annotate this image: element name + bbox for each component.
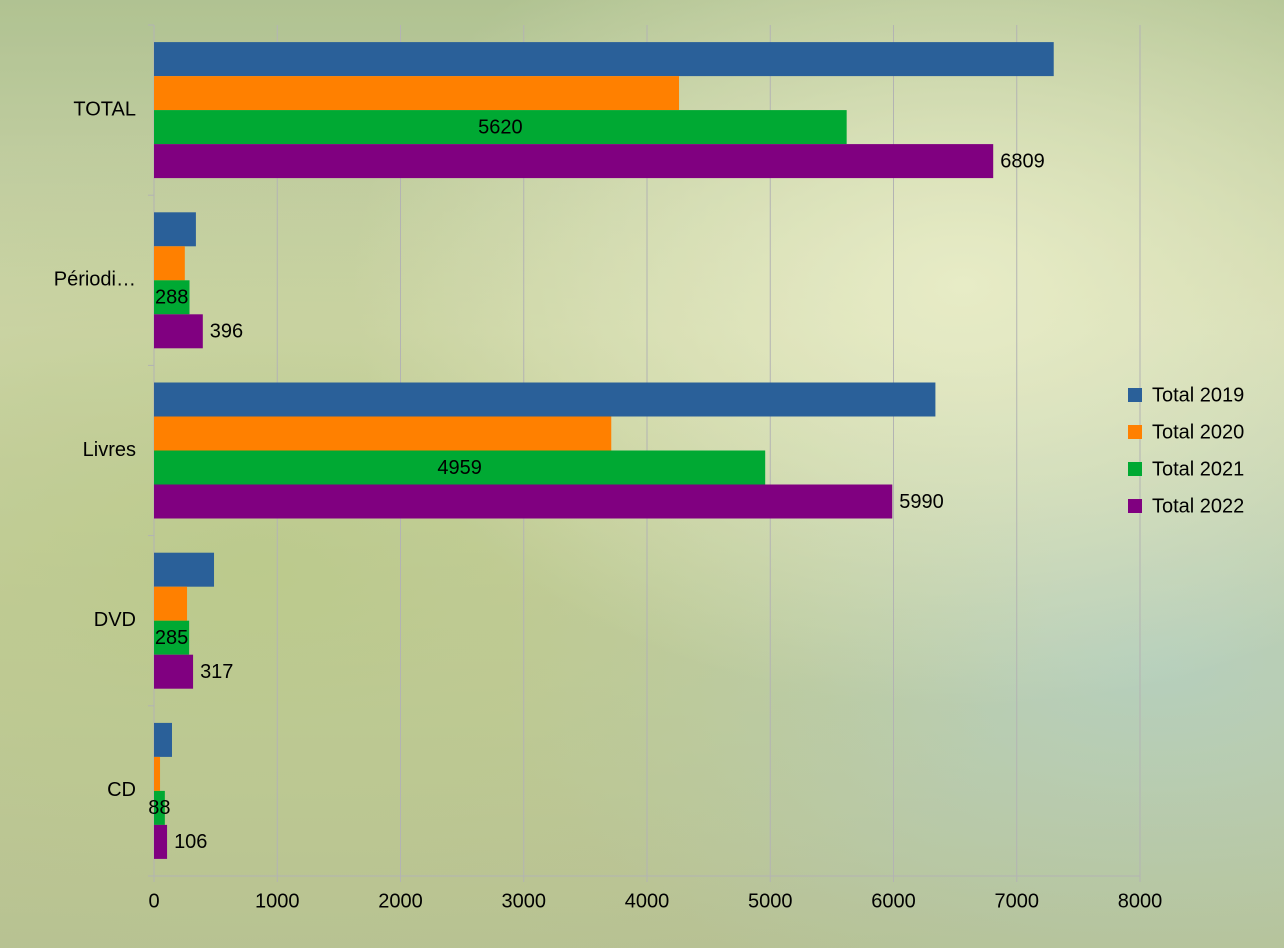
legend-label: Total 2021 bbox=[1152, 458, 1244, 480]
x-tick-label: 6000 bbox=[871, 890, 916, 912]
bar bbox=[154, 722, 172, 757]
data-label: 5990 bbox=[899, 491, 944, 513]
legend-swatch bbox=[1128, 499, 1142, 513]
legend-label: Total 2019 bbox=[1152, 384, 1244, 406]
x-tick-label: 0 bbox=[148, 890, 159, 912]
data-label: 317 bbox=[200, 661, 233, 683]
bar bbox=[154, 824, 168, 859]
bar bbox=[154, 484, 893, 519]
data-label: 106 bbox=[174, 831, 207, 853]
x-tick-label: 7000 bbox=[995, 890, 1040, 912]
x-tick-label: 8000 bbox=[1118, 890, 1163, 912]
y-tick-label: Livres bbox=[83, 439, 136, 461]
bar bbox=[154, 790, 165, 825]
legend-swatch bbox=[1128, 425, 1142, 439]
y-tick-label: Périodi… bbox=[54, 269, 136, 291]
data-label: 6809 bbox=[1000, 150, 1045, 172]
bar bbox=[154, 756, 161, 791]
data-label: 5620 bbox=[478, 116, 523, 138]
legend-label: Total 2022 bbox=[1152, 495, 1244, 517]
x-tick-label: 2000 bbox=[378, 890, 423, 912]
data-label: 288 bbox=[155, 287, 188, 309]
x-tick-label: 3000 bbox=[502, 890, 547, 912]
bar bbox=[154, 280, 190, 315]
bar bbox=[154, 552, 215, 587]
bar bbox=[154, 314, 203, 349]
data-label: 4959 bbox=[437, 457, 482, 479]
x-tick-label: 5000 bbox=[748, 890, 793, 912]
bar bbox=[154, 450, 766, 485]
y-tick-label: TOTAL bbox=[73, 98, 136, 120]
bar bbox=[154, 382, 936, 417]
bar bbox=[154, 76, 680, 111]
legend-swatch bbox=[1128, 462, 1142, 476]
bar bbox=[154, 654, 194, 689]
bar bbox=[154, 416, 612, 451]
x-tick-label: 4000 bbox=[625, 890, 670, 912]
bar bbox=[154, 42, 1054, 77]
bar bbox=[154, 246, 185, 281]
x-tick-label: 1000 bbox=[255, 890, 300, 912]
legend-label: Total 2020 bbox=[1152, 421, 1244, 443]
data-label: 88 bbox=[148, 797, 170, 819]
bar bbox=[154, 620, 190, 655]
data-label: 285 bbox=[155, 627, 188, 649]
bar bbox=[154, 586, 188, 621]
bar bbox=[154, 212, 196, 247]
legend-swatch bbox=[1128, 388, 1142, 402]
data-label: 396 bbox=[210, 321, 243, 343]
y-tick-label: CD bbox=[107, 779, 136, 801]
bar bbox=[154, 144, 994, 179]
y-tick-label: DVD bbox=[94, 609, 136, 631]
bar bbox=[154, 110, 847, 145]
